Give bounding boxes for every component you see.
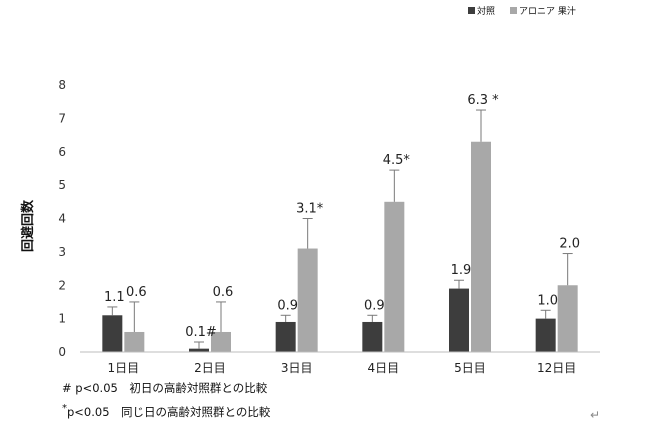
data-label: 1.0 bbox=[537, 293, 558, 308]
y-tick-label: 6 bbox=[58, 145, 66, 159]
footnote-star: *p<0.05 同じ日の高齢対照群との比較 bbox=[62, 403, 270, 420]
data-label: 1.1 bbox=[104, 290, 125, 305]
data-label: 0.9 bbox=[364, 298, 385, 313]
x-tick-label: 3日目 bbox=[281, 361, 313, 375]
x-axis: 1日目 2日目 3日目 4日目 5日目 12日目 bbox=[80, 351, 600, 375]
data-labels: 1.1 0.60.1#0.60.93.1*0.94.5*1.96.3 *1.02.… bbox=[104, 93, 580, 340]
y-tick-label: 1 bbox=[58, 312, 66, 326]
star-note-text: p<0.05 同じ日の高齢対照群との比較 bbox=[67, 404, 271, 419]
data-label: 0.9 bbox=[277, 298, 298, 313]
footnote-hash: # p<0.05 初日の高齢対照群との比較 bbox=[62, 380, 267, 396]
data-label: 0.6 bbox=[126, 285, 147, 300]
y-tick-label: 0 bbox=[58, 345, 66, 359]
bar-aronia bbox=[124, 331, 145, 352]
x-tick-label: 4日目 bbox=[368, 361, 400, 375]
hash-note-text: p<0.05 初日の高齢対照群との比較 bbox=[75, 381, 268, 395]
bar-control bbox=[275, 321, 296, 352]
y-tick-label: 4 bbox=[58, 212, 66, 226]
bar-control bbox=[102, 315, 123, 352]
data-label: 4.5* bbox=[383, 153, 411, 168]
legend-swatch bbox=[510, 7, 517, 14]
data-label: 1.9 bbox=[451, 263, 472, 278]
return-arrow-icon: ↵ bbox=[590, 408, 601, 422]
y-tick-label: 7 bbox=[58, 111, 66, 125]
error-bars bbox=[107, 109, 573, 349]
data-label: 3.1* bbox=[296, 202, 324, 217]
y-tick-label: 3 bbox=[58, 245, 66, 259]
bar-aronia bbox=[297, 248, 318, 352]
y-axis-label: 回避回数 bbox=[20, 199, 36, 252]
legend-swatch bbox=[468, 7, 475, 14]
x-tick-label: 5日目 bbox=[454, 361, 486, 375]
bars bbox=[102, 141, 578, 352]
bar-aronia bbox=[384, 201, 405, 352]
legend-label: アロニア 果汁 bbox=[519, 5, 576, 17]
data-label: 0.6 bbox=[213, 285, 234, 300]
x-tick-label: 12日目 bbox=[537, 361, 576, 375]
data-label: 2.0 bbox=[559, 237, 580, 252]
bar-control bbox=[449, 288, 469, 352]
x-tick-label: 1日目 bbox=[108, 361, 140, 375]
x-tick-label: 2日目 bbox=[194, 361, 226, 375]
bar-control bbox=[189, 348, 209, 352]
legend: 対照 アロニア 果汁 bbox=[468, 5, 576, 17]
y-tick-label: 8 bbox=[58, 78, 66, 92]
y-tick-label: 5 bbox=[58, 178, 66, 192]
bar-aronia bbox=[557, 285, 578, 352]
legend-label: 対照 bbox=[477, 5, 495, 17]
bar-control bbox=[362, 321, 383, 352]
y-axis: 0 1 2 3 4 5 6 7 8 bbox=[58, 78, 66, 359]
bar-control bbox=[535, 318, 556, 352]
y-tick-label: 2 bbox=[58, 278, 66, 292]
data-label: 6.3 * bbox=[467, 93, 499, 108]
bar-aronia bbox=[211, 331, 231, 352]
data-label: 0.1# bbox=[185, 325, 217, 340]
bar-aronia bbox=[471, 141, 491, 352]
star-mark: * bbox=[62, 403, 67, 414]
hash-mark: # bbox=[62, 381, 72, 395]
